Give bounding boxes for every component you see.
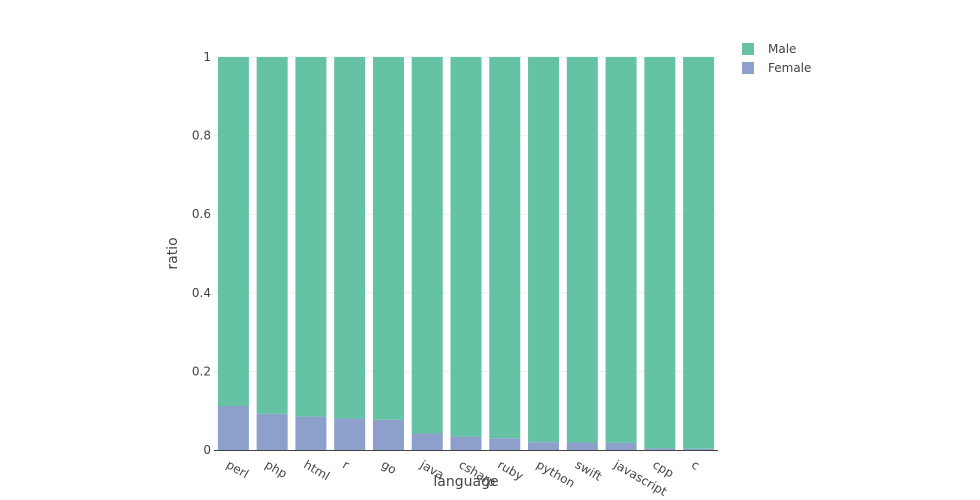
- x-tick-label: python: [534, 457, 577, 490]
- bar-female-r[interactable]: [334, 418, 366, 450]
- bar-female-cpp[interactable]: [644, 448, 676, 450]
- bar-female-perl[interactable]: [217, 405, 249, 450]
- bar-male-cpp[interactable]: [644, 57, 676, 449]
- bars: [217, 57, 715, 450]
- bar-female-python[interactable]: [528, 442, 560, 450]
- bar-male-swift[interactable]: [566, 57, 598, 443]
- y-tick-label: 0.4: [192, 286, 211, 300]
- bar-female-ruby[interactable]: [489, 438, 521, 450]
- x-tick-label: php: [263, 457, 290, 481]
- bar-male-ruby[interactable]: [489, 57, 521, 439]
- legend-swatch: [742, 43, 754, 55]
- y-axis-title: ratio: [165, 237, 181, 269]
- x-axis-title: language: [433, 474, 498, 490]
- bar-male-php[interactable]: [256, 57, 288, 414]
- bar-female-c[interactable]: [683, 448, 715, 450]
- bar-female-csharp[interactable]: [450, 436, 482, 450]
- x-tick-label: ruby: [495, 457, 526, 483]
- y-tick-label: 0.8: [192, 129, 211, 143]
- y-tick-label: 0.2: [192, 364, 211, 378]
- y-tick-label: 0.6: [192, 207, 211, 221]
- bar-female-java[interactable]: [411, 433, 443, 450]
- bar-male-javascript[interactable]: [605, 57, 637, 443]
- legend-label: Male: [768, 42, 796, 56]
- bar-male-java[interactable]: [411, 57, 443, 434]
- bar-male-c[interactable]: [683, 57, 715, 449]
- x-tick-label: r: [340, 457, 351, 472]
- legend-item-female[interactable]: Female: [742, 61, 811, 75]
- bar-female-php[interactable]: [256, 413, 288, 450]
- bar-female-swift[interactable]: [566, 442, 598, 450]
- x-tick-label: go: [379, 457, 399, 477]
- bar-female-go[interactable]: [372, 419, 404, 450]
- y-tick-label: 1: [203, 50, 211, 64]
- x-tick-label: c: [689, 457, 702, 472]
- x-tick-label: perl: [224, 457, 251, 481]
- bar-male-csharp[interactable]: [450, 57, 482, 437]
- bar-male-python[interactable]: [528, 57, 560, 443]
- bar-male-perl[interactable]: [217, 57, 249, 406]
- legend-item-male[interactable]: Male: [742, 42, 796, 56]
- x-tick-label: html: [301, 457, 332, 483]
- legend[interactable]: Male Female: [742, 42, 811, 75]
- y-tick-labels: 0 0.2 0.4 0.6 0.8 1: [192, 50, 211, 457]
- bar-male-r[interactable]: [334, 57, 366, 419]
- legend-swatch: [742, 62, 754, 74]
- bar-male-go[interactable]: [372, 57, 404, 420]
- legend-label: Female: [768, 61, 811, 75]
- y-tick-label: 0: [203, 443, 211, 457]
- bar-female-javascript[interactable]: [605, 442, 637, 450]
- bar-male-html[interactable]: [295, 57, 327, 417]
- bar-female-html[interactable]: [295, 416, 327, 450]
- x-tick-label: swift: [573, 457, 605, 483]
